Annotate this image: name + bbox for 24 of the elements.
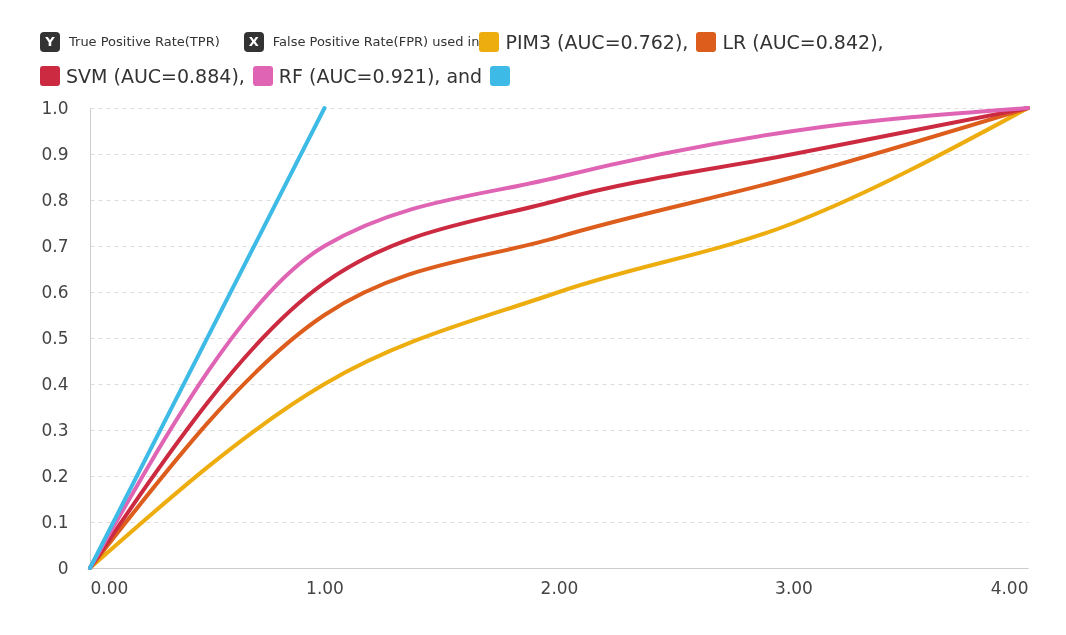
- legend-label: LR (AUC=0.842),: [722, 29, 884, 55]
- text: X: [243, 31, 264, 52]
- y-tick-label: 0.8: [41, 189, 69, 210]
- y-tick-label: 0: [57, 557, 69, 578]
- y-tick-label: 0.5: [41, 327, 69, 348]
- x-tick-label: 3.00: [775, 577, 813, 598]
- legend-label: RF (AUC=0.921), and: [278, 64, 483, 89]
- y-tick-label: 0.1: [41, 511, 69, 532]
- legend-label: PIM3 (AUC=0.762),: [505, 29, 689, 55]
- x-tick-label: 0.00: [90, 577, 129, 598]
- y-tick-label: 0.2: [41, 465, 69, 486]
- x-tick-label: 2.00: [540, 577, 579, 598]
- x-tick-label: 4.00: [990, 577, 1029, 598]
- y-tick-label: 0.4: [41, 373, 69, 394]
- x-axis-title: False Positive Rate(FPR) used in: [272, 32, 480, 51]
- y-tick-label: 0.9: [41, 143, 69, 164]
- y-tick-label: 0.3: [41, 419, 69, 440]
- y-tick-label: 0.6: [41, 281, 69, 302]
- text: Y: [40, 31, 60, 52]
- y-tick-label: 0.7: [41, 235, 69, 256]
- legend-label: SVM (AUC=0.884),: [66, 64, 245, 89]
- y-tick-label: 1.0: [41, 97, 69, 118]
- x-tick-label: 1.00: [306, 577, 344, 598]
- y-axis-title: True Positive Rate(TPR): [69, 32, 220, 51]
